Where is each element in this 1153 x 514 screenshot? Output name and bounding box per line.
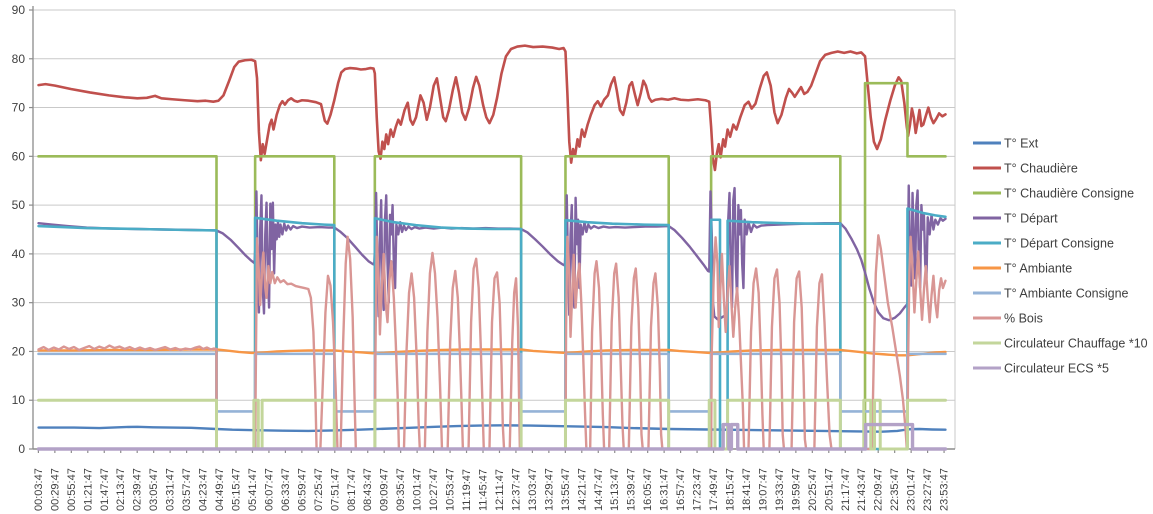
x-tick-label-25: 10:53:47: [445, 468, 457, 511]
x-tick-label-47: 20:25:47: [807, 468, 819, 511]
x-tick-label-0: 00:03:47: [33, 468, 45, 511]
x-tick-label-38: 16:31:47: [659, 468, 671, 511]
y-tick-label-50: 50: [12, 198, 26, 212]
x-tick-label-32: 13:55:47: [560, 468, 572, 511]
series-line-t-d-part: [37, 184, 947, 322]
x-tick-label-28: 12:11:47: [494, 469, 506, 511]
y-tick-label-60: 60: [12, 149, 26, 163]
x-tick-label-34: 14:47:47: [593, 468, 605, 511]
legend-label-t-d-part-consigne: T° Départ Consigne: [1004, 237, 1114, 251]
legend-label-circulateur-ecs-5: Circulateur ECS *5: [1004, 362, 1109, 376]
x-tick-label-42: 18:15:47: [724, 468, 736, 511]
x-tick-label-53: 23:01:47: [906, 468, 918, 511]
series-line-bois: [37, 234, 947, 451]
x-tick-label-50: 21:43:47: [856, 468, 868, 511]
x-tick-label-45: 19:33:47: [774, 468, 786, 511]
legend-label-t-chaudi-re-consigne: T° Chaudière Consigne: [1004, 187, 1134, 201]
x-tick-label-31: 13:29:47: [543, 468, 555, 511]
x-tick-label-17: 07:25:47: [313, 468, 325, 511]
x-tick-label-52: 22:35:47: [889, 468, 901, 511]
y-tick-label-80: 80: [12, 52, 26, 66]
x-tick-label-18: 07:51:47: [329, 468, 341, 511]
x-tick-label-12: 05:15:47: [230, 468, 242, 511]
x-tick-label-36: 15:39:47: [626, 468, 638, 511]
x-tick-label-20: 08:43:47: [362, 468, 374, 511]
x-tick-label-13: 05:41:47: [247, 468, 259, 511]
x-tick-label-40: 17:23:47: [692, 468, 704, 511]
x-tick-label-3: 01:21:47: [82, 468, 94, 511]
legend-label-bois: % Bois: [1004, 312, 1043, 326]
x-tick-label-30: 13:03:47: [527, 468, 539, 511]
y-tick-label-10: 10: [12, 393, 26, 407]
y-tick-label-30: 30: [12, 296, 26, 310]
x-tick-label-37: 16:05:47: [642, 468, 654, 511]
series-line-t-chaudi-re: [37, 44, 947, 172]
x-tick-label-7: 03:05:47: [148, 468, 160, 511]
x-tick-label-2: 00:55:47: [66, 468, 78, 511]
legend-label-t-ambiante: T° Ambiante: [1004, 262, 1072, 276]
x-tick-label-26: 11:19:47: [461, 469, 473, 511]
x-tick-label-48: 20:51:47: [823, 468, 835, 511]
legend-label-t-ext: T° Ext: [1004, 137, 1039, 151]
legend-label-t-d-part: T° Départ: [1004, 212, 1058, 226]
y-tick-label-40: 40: [12, 247, 26, 261]
x-tick-label-49: 21:17:47: [840, 468, 852, 511]
x-tick-label-44: 19:07:47: [757, 468, 769, 511]
x-tick-label-43: 18:41:47: [741, 468, 753, 511]
x-tick-label-54: 23:27:47: [922, 468, 934, 511]
x-tick-label-27: 11:45:47: [477, 469, 489, 511]
legend-label-t-ambiante-consigne: T° Ambiante Consigne: [1004, 287, 1129, 301]
x-tick-label-14: 06:07:47: [263, 468, 275, 511]
x-tick-label-10: 04:23:47: [198, 468, 210, 511]
x-tick-label-46: 19:59:47: [790, 468, 802, 511]
x-tick-label-39: 16:57:47: [675, 468, 687, 511]
y-tick-label-70: 70: [12, 101, 26, 115]
x-tick-label-29: 12:37:47: [510, 468, 522, 511]
x-tick-label-11: 04:49:47: [214, 468, 226, 511]
series-line-circulateur-ecs-5: [36, 422, 948, 451]
x-tick-label-23: 10:01:47: [412, 468, 424, 511]
x-tick-label-16: 06:59:47: [296, 468, 308, 511]
x-tick-label-21: 09:09:47: [379, 468, 391, 511]
x-tick-label-24: 10:27:47: [428, 468, 440, 511]
x-tick-label-55: 23:53:47: [939, 468, 951, 511]
x-tick-label-15: 06:33:47: [280, 468, 292, 511]
x-tick-label-9: 03:57:47: [181, 468, 193, 511]
x-tick-label-41: 17:49:47: [708, 468, 720, 511]
y-tick-label-20: 20: [12, 344, 26, 358]
x-tick-label-22: 09:35:47: [395, 468, 407, 511]
x-tick-label-19: 08:17:47: [346, 468, 358, 511]
x-tick-label-4: 01:47:47: [99, 468, 111, 511]
x-tick-label-33: 14:21:47: [576, 468, 588, 511]
x-tick-label-6: 02:39:47: [132, 468, 144, 511]
legend-label-t-chaudi-re: T° Chaudière: [1004, 162, 1078, 176]
x-tick-label-8: 03:31:47: [165, 468, 177, 511]
x-tick-label-5: 02:13:47: [115, 468, 127, 511]
legend-label-circulateur-chauffage-10: Circulateur Chauffage *10: [1004, 337, 1148, 351]
x-tick-label-1: 00:29:47: [49, 468, 61, 511]
x-tick-label-35: 15:13:47: [609, 468, 621, 511]
y-tick-label-90: 90: [12, 3, 26, 17]
y-tick-label-0: 0: [18, 442, 25, 456]
x-tick-label-51: 22:09:47: [873, 468, 885, 511]
